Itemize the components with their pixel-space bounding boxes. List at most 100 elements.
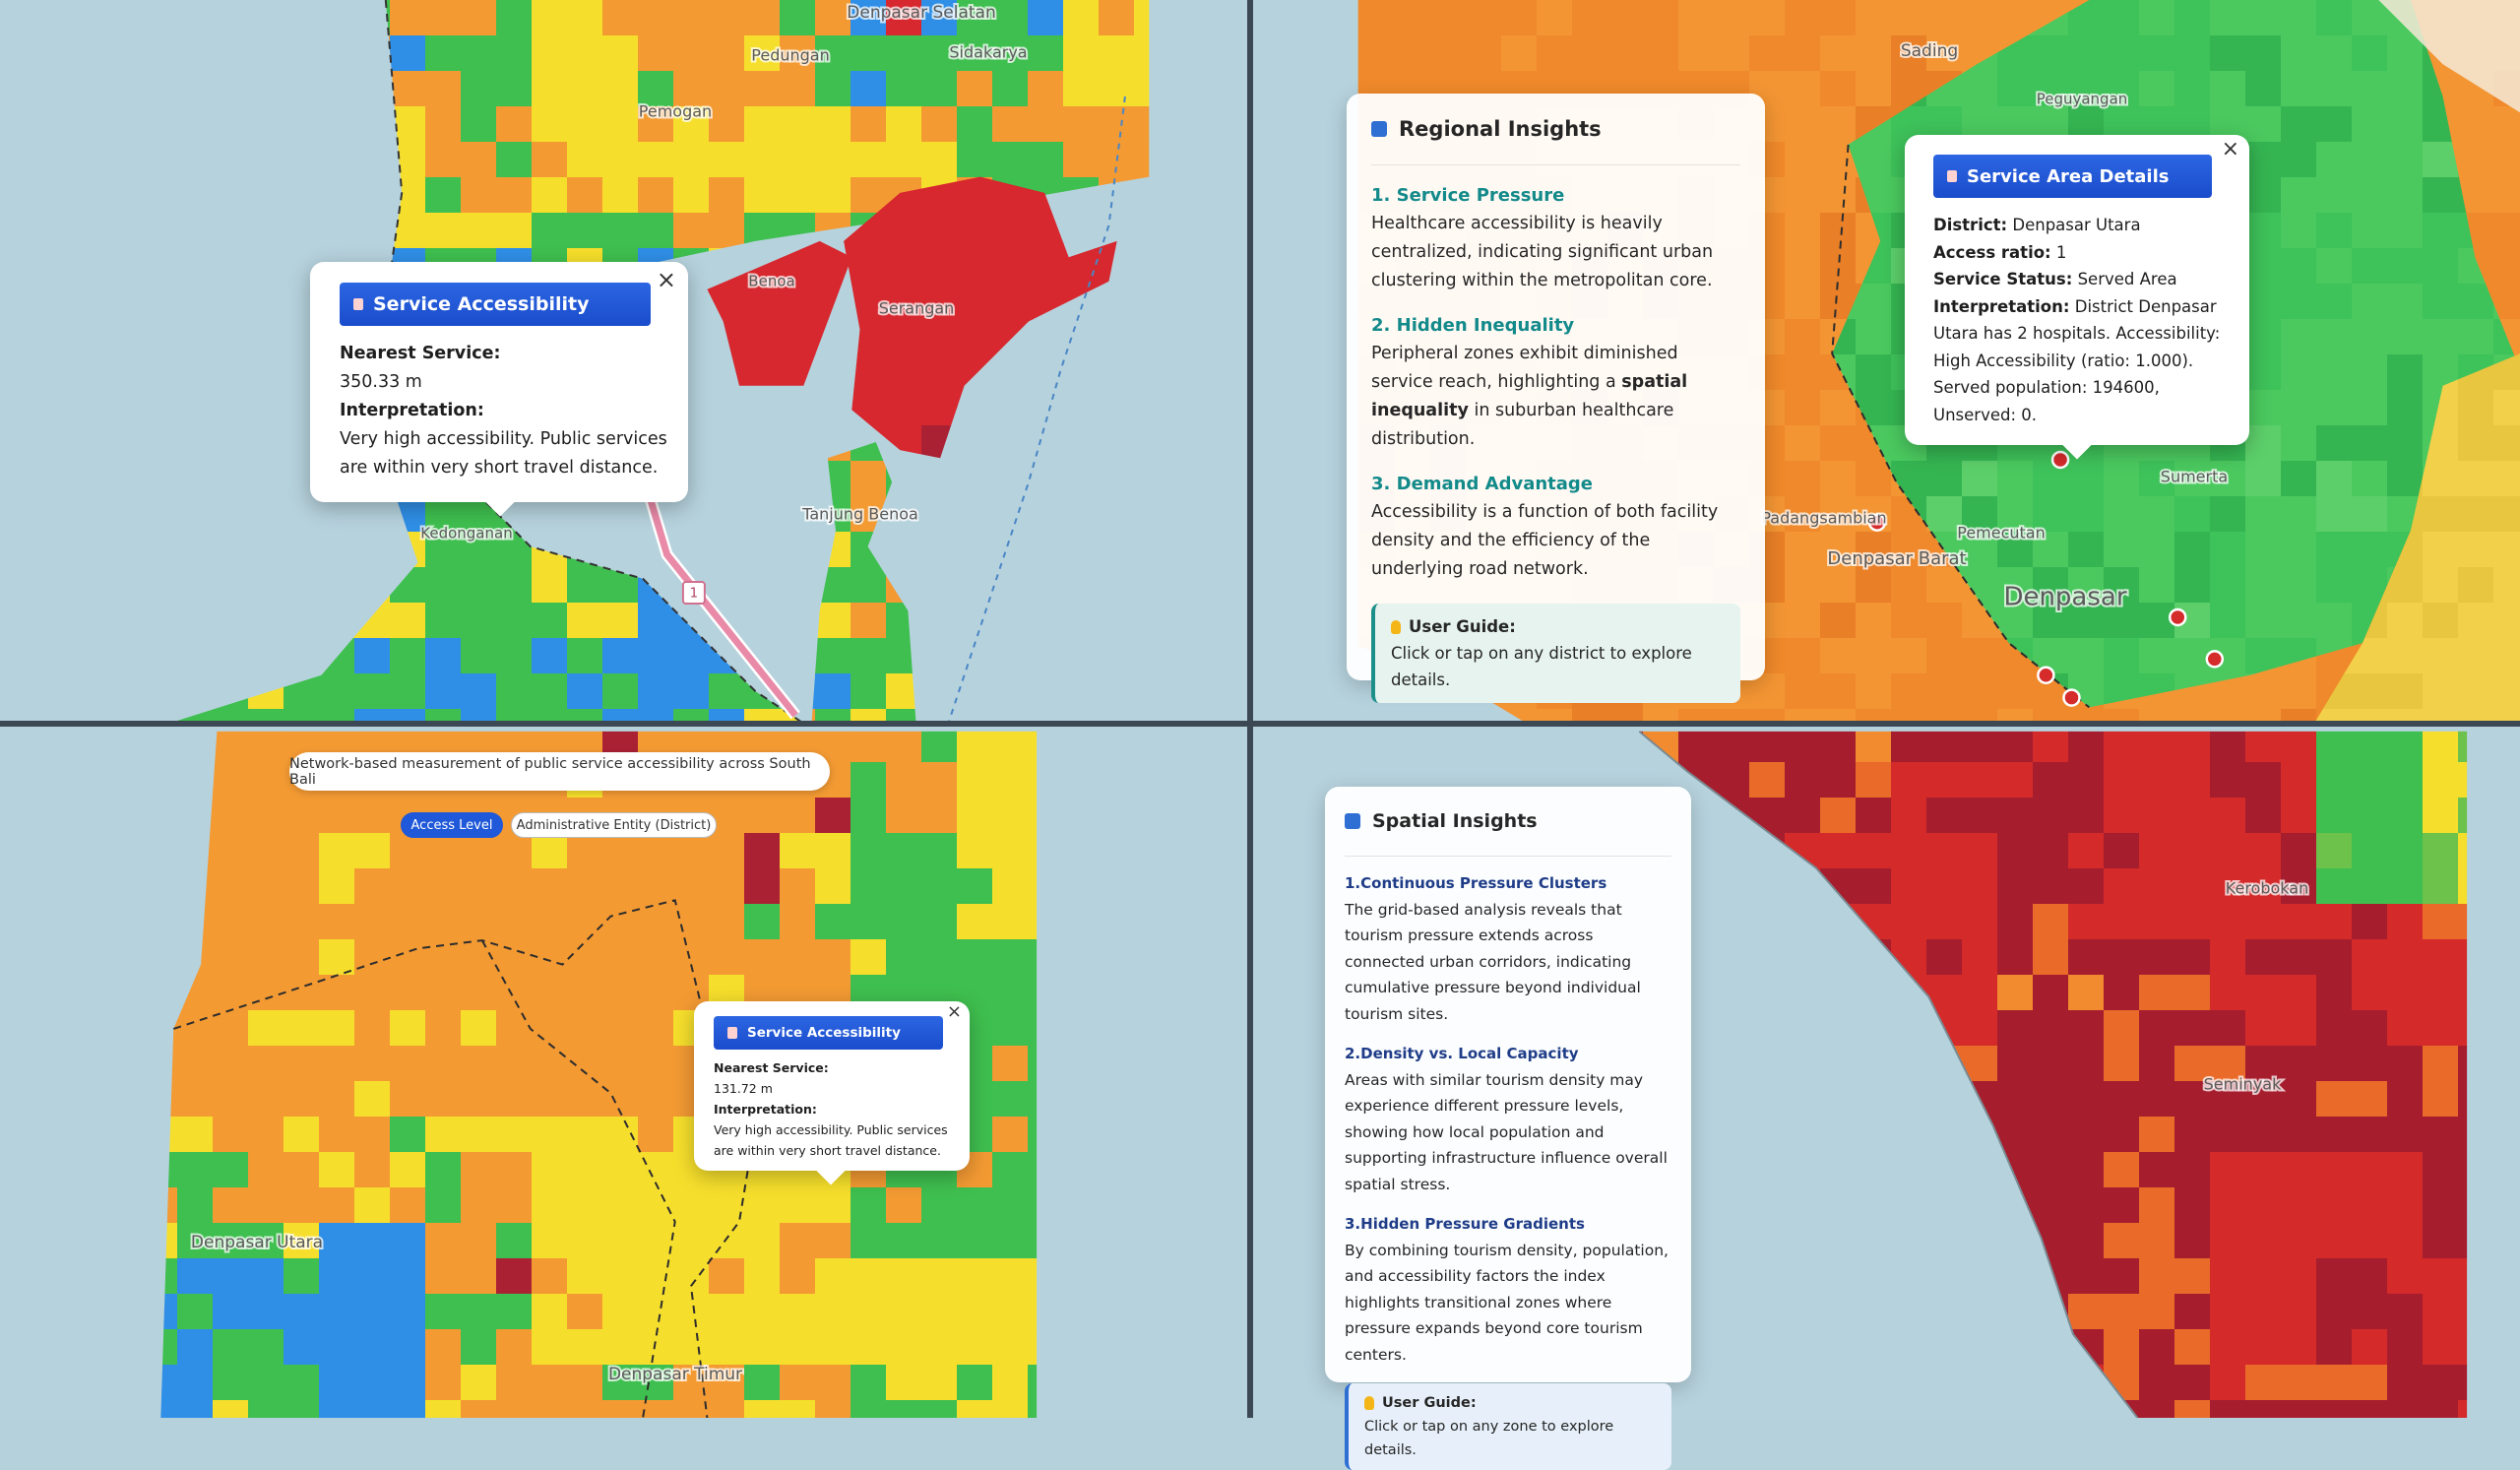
grid-cell xyxy=(921,354,958,391)
grid-cell xyxy=(1785,284,1821,320)
grid-cell xyxy=(2316,142,2353,178)
grid-cell xyxy=(2281,461,2317,497)
grid-cell xyxy=(921,390,958,426)
grid-cell xyxy=(2139,35,2175,72)
grid-cell xyxy=(709,0,745,36)
grid-cell xyxy=(496,567,533,604)
grid-cell xyxy=(2316,106,2353,143)
grid-cell xyxy=(1749,35,1786,72)
grid-cell xyxy=(1820,425,1857,462)
grid-cell xyxy=(2387,213,2424,249)
grid-cell xyxy=(425,603,462,639)
grid-cell xyxy=(921,319,958,355)
grid-cell xyxy=(1537,35,1573,72)
grid-cell xyxy=(886,35,922,72)
grid-cell xyxy=(532,213,568,249)
grid-cell xyxy=(1028,106,1064,143)
grid-cell xyxy=(1572,35,1608,72)
grid-cell xyxy=(1926,567,1963,604)
grid-cell xyxy=(815,106,851,143)
grid-cell xyxy=(638,603,674,639)
grid-cell xyxy=(2387,284,2424,320)
grid-cell xyxy=(425,638,462,674)
grid-cell xyxy=(2281,71,2317,107)
grid-cell xyxy=(567,0,603,36)
grid-cell xyxy=(2458,142,2494,178)
grid-cell xyxy=(2245,177,2282,214)
grid-cell xyxy=(2174,35,2211,72)
grid-cell xyxy=(532,106,568,143)
grid-cell xyxy=(1749,0,1786,36)
grid-cell xyxy=(1926,461,1963,497)
grid-cell xyxy=(1643,0,1679,36)
grid-cell xyxy=(2316,319,2353,355)
grid-cell xyxy=(2068,638,2105,674)
grid-cell xyxy=(1785,461,1821,497)
grid-cell xyxy=(2245,532,2282,568)
grid-cell xyxy=(2245,71,2282,107)
grid-cell xyxy=(425,0,462,36)
grid-cell xyxy=(1395,35,1431,72)
grid-cell xyxy=(2210,532,2246,568)
grid-cell xyxy=(2281,0,2317,36)
grid-cell xyxy=(602,213,639,249)
grid-cell xyxy=(1359,35,1396,72)
grid-cell xyxy=(496,0,533,36)
grid-cell xyxy=(425,106,462,143)
grid-cell xyxy=(1962,638,1998,674)
grid-cell xyxy=(638,177,674,214)
grid-cell xyxy=(921,142,958,178)
grid-cell xyxy=(2245,496,2282,533)
grid-cell xyxy=(532,71,568,107)
grid-cell xyxy=(673,35,710,72)
grid-cell xyxy=(461,603,497,639)
grid-cell xyxy=(815,142,851,178)
grid-cell xyxy=(2104,0,2140,36)
grid-cell xyxy=(886,319,922,355)
grid-cell xyxy=(673,638,710,674)
grid-cell xyxy=(992,71,1029,107)
grid-cell xyxy=(2423,248,2459,285)
grid-cell xyxy=(1466,0,1502,36)
grid-cell xyxy=(1820,35,1857,72)
grid-cell xyxy=(957,71,993,107)
grid-cell xyxy=(2068,35,2105,72)
grid-cell xyxy=(2210,0,2246,36)
grid-cell xyxy=(1926,638,1963,674)
grid-cell xyxy=(709,177,745,214)
grid-cell xyxy=(1820,603,1857,639)
grid-cell xyxy=(638,638,674,674)
grid-cell xyxy=(992,248,1029,285)
grid-cell xyxy=(2423,213,2459,249)
grid-cell xyxy=(1785,71,1821,107)
grid-cell xyxy=(2245,354,2282,391)
grid-cell xyxy=(461,177,497,214)
grid-cell xyxy=(1820,567,1857,604)
grid-cell xyxy=(2316,603,2353,639)
grid-cell xyxy=(673,673,710,710)
grid-cell xyxy=(780,177,816,214)
grid-cell xyxy=(744,0,781,36)
grid-cell xyxy=(1643,35,1679,72)
grid-cell xyxy=(850,142,887,178)
grid-cell xyxy=(2387,425,2424,462)
grid-cell xyxy=(992,142,1029,178)
grid-cell xyxy=(2210,567,2246,604)
grid-cell xyxy=(1891,567,1927,604)
grid-cell xyxy=(567,638,603,674)
grid-cell xyxy=(673,0,710,36)
grid-cell xyxy=(567,177,603,214)
grid-cell xyxy=(1856,354,1892,391)
grid-cell xyxy=(461,0,497,36)
grid-cell xyxy=(602,106,639,143)
grid-cell xyxy=(602,35,639,72)
grid-cell xyxy=(2458,319,2494,355)
grid-cell xyxy=(2210,496,2246,533)
grid-cell xyxy=(2316,496,2353,533)
grid-cell xyxy=(2316,177,2353,214)
grid-cell xyxy=(2352,106,2388,143)
grid-cell xyxy=(1678,35,1715,72)
grid-cell xyxy=(744,354,781,391)
grid-cell xyxy=(815,0,851,36)
grid-cell xyxy=(390,673,426,710)
